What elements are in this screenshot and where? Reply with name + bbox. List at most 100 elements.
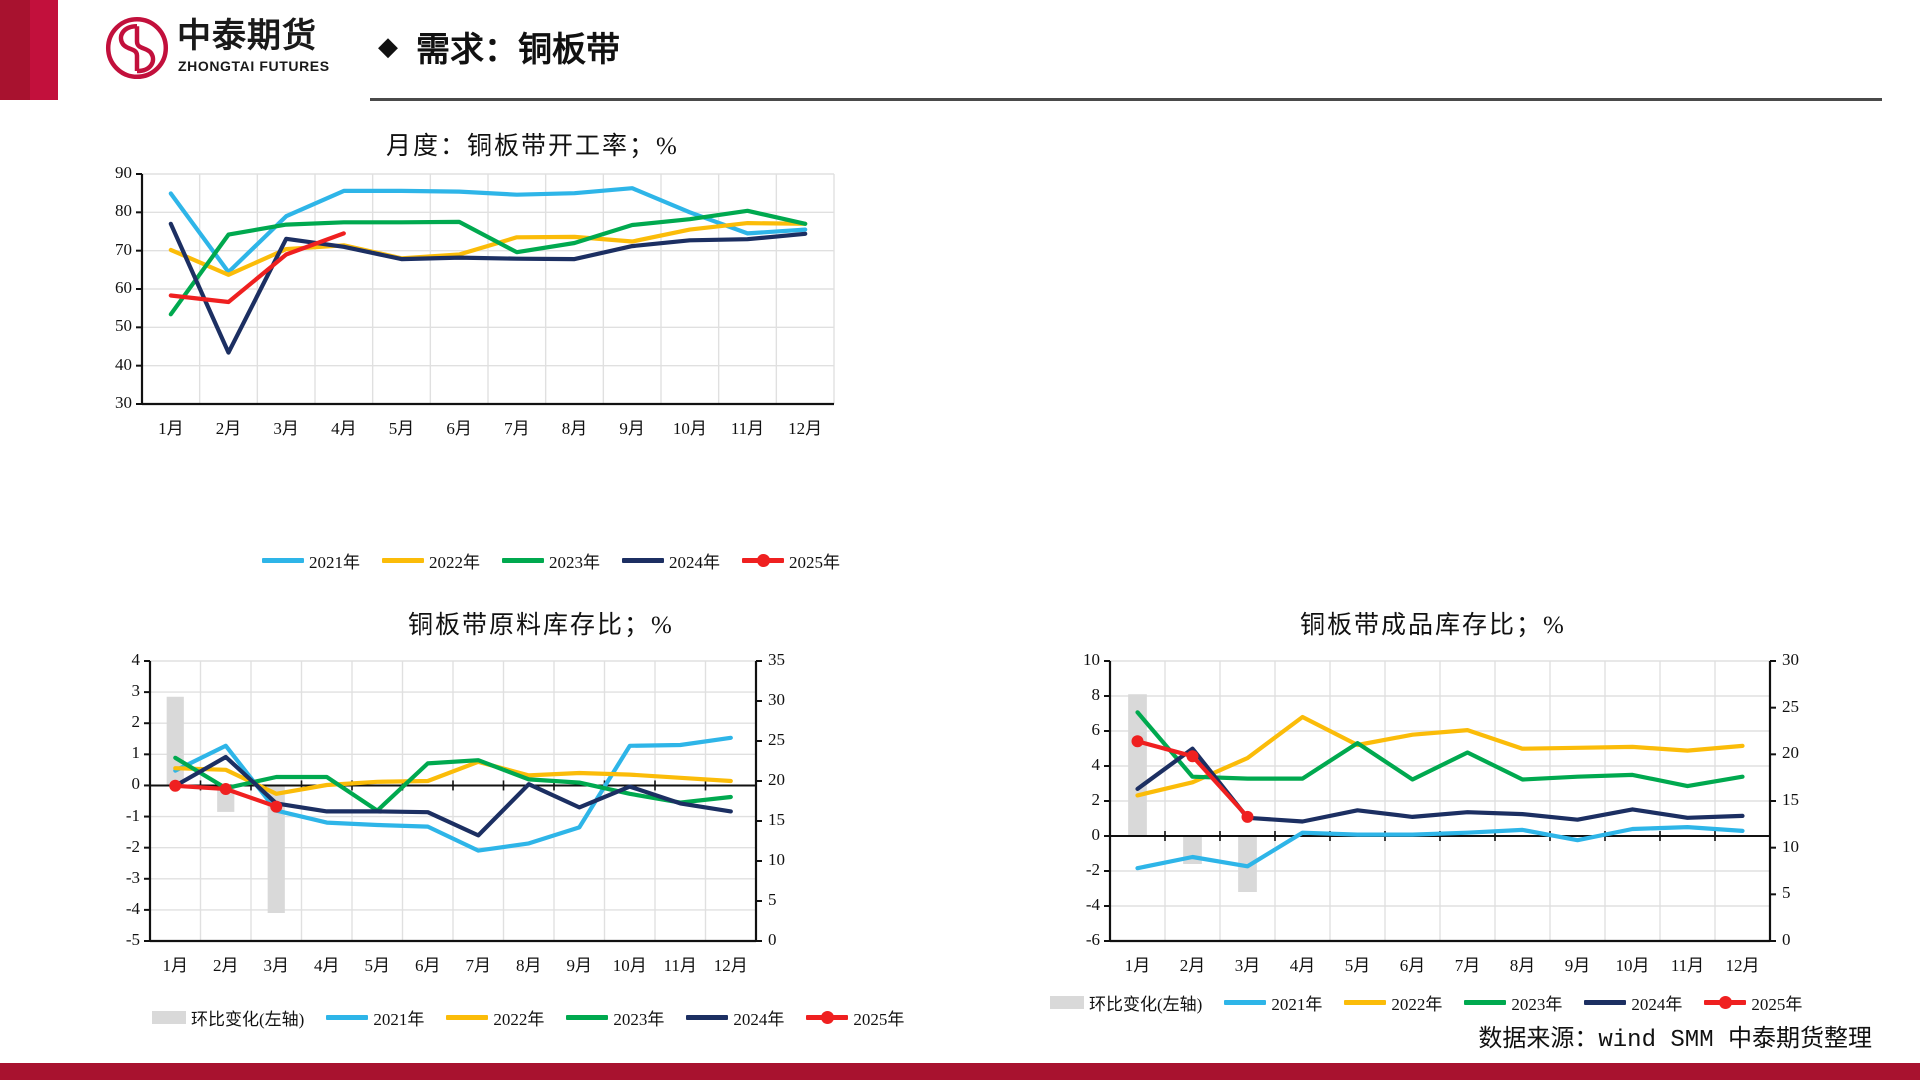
legend-finished-goods-inventory: 环比变化(左轴) 2021年 2022年 2023年 2024年 2025年	[1050, 990, 1802, 1015]
x-axis-tick-label: 1月	[1124, 956, 1151, 975]
legend-label: 环比变化(左轴)	[191, 1010, 305, 1029]
x-axis-tick-label: 12月	[788, 419, 823, 438]
y2-axis-tick-label: 5	[1782, 883, 1791, 903]
legend-item: 2024年	[686, 1005, 784, 1030]
legend-marker-dot	[821, 1011, 835, 1024]
legend-item: 2023年	[502, 548, 600, 573]
y2-axis-tick-label: 10	[1782, 836, 1799, 856]
diamond-bullet-icon: ◆	[378, 31, 398, 61]
y-axis-tick-label: -4	[125, 898, 140, 918]
x-axis-tick-label: 7月	[1454, 956, 1481, 975]
x-axis-tick-label: 8月	[1509, 956, 1536, 975]
y-axis-tick-label: 1	[131, 743, 141, 763]
x-axis-tick-label: 4月	[314, 956, 340, 975]
x-axis-tick-label: 4月	[1289, 956, 1316, 975]
legend-item: 2022年	[446, 1005, 544, 1030]
legend-item: 2021年	[326, 1005, 424, 1030]
x-axis-tick-label: 5月	[1344, 956, 1371, 975]
legend-item: 2021年	[1224, 990, 1322, 1015]
y-axis-tick-label: -5	[125, 930, 140, 949]
legend-item: 2025年	[1704, 990, 1802, 1015]
x-axis-tick-label: 10月	[672, 419, 707, 438]
y2-axis-tick-label: 30	[1782, 650, 1799, 669]
x-axis-tick-label: 9月	[1564, 956, 1591, 975]
legend-label: 2022年	[1391, 995, 1443, 1014]
x-axis-tick-label: 7月	[504, 419, 530, 438]
legend-swatch	[622, 558, 664, 563]
y2-axis-tick-label: 10	[768, 850, 785, 869]
x-axis-tick-label: 9月	[619, 419, 645, 438]
y2-axis-tick-label: 20	[1782, 743, 1799, 763]
legend-swatch	[1584, 1000, 1627, 1005]
header-accent-bar-light	[30, 0, 58, 100]
x-axis-tick-label: 2月	[1179, 956, 1206, 975]
legend-label: 2024年	[1631, 995, 1683, 1014]
x-axis-tick-label: 12月	[713, 956, 748, 975]
title-underline	[370, 98, 1882, 101]
y-axis-tick-label: -1	[125, 805, 140, 825]
legend-raw-material-inventory: 环比变化(左轴) 2021年 2022年 2023年 2024年 2025年	[152, 1005, 904, 1030]
x-axis-tick-label: 6月	[1399, 956, 1426, 975]
y-axis-tick-label: 30	[115, 393, 132, 412]
y-axis-tick-label: 2	[1091, 790, 1101, 809]
x-axis-tick-label: 2月	[215, 419, 242, 438]
x-axis-tick-label: 5月	[388, 419, 415, 438]
y-axis-tick-label: 80	[115, 201, 132, 221]
x-axis-tick-label: 11月	[730, 419, 765, 438]
y2-axis-tick-label: 25	[768, 730, 785, 749]
legend-marker-dot	[757, 554, 770, 567]
zhongtai-logo-icon	[105, 16, 169, 80]
y2-axis-tick-label: 5	[768, 890, 777, 909]
y2-axis-tick-label: 35	[768, 650, 785, 669]
y-axis-tick-label: -3	[125, 867, 140, 887]
legend-swatch	[326, 1015, 369, 1020]
chart2-svg	[144, 660, 762, 943]
y-axis-tick-label: 4	[1091, 755, 1101, 774]
x-axis-tick-label: 1月	[162, 956, 189, 975]
data-source-note: 数据来源：wind SMM 中泰期货整理	[1478, 1027, 1872, 1054]
x-axis-tick-label: 8月	[516, 956, 542, 975]
chart-title-operating-rate: 月度：铜板带开工率；%	[386, 133, 679, 160]
x-axis-tick-label: 6月	[415, 956, 441, 975]
chart-operating-rate: 30 40 50 60 70 80 90 1月 2月 3月 4月 5月 6月 7月 8月 9月 10月 11月 12…	[100, 163, 840, 438]
legend-label: 2021年	[373, 1010, 425, 1029]
legend-label: 2023年	[1511, 995, 1563, 1014]
y2-axis-tick-label: 15	[1782, 790, 1799, 809]
y-axis-tick-label: -4	[1085, 895, 1100, 914]
x-axis-tick-label: 3月	[273, 419, 299, 438]
legend-label: 2024年	[669, 553, 720, 572]
legend-swatch	[152, 1011, 186, 1024]
chart3-svg	[1104, 660, 1776, 943]
legend-item: 环比变化(左轴)	[152, 1005, 304, 1030]
y-axis-tick-label: 40	[115, 354, 132, 374]
x-axis-tick-label: 11月	[1670, 956, 1705, 975]
chart1-svg	[136, 173, 835, 406]
legend-label: 2023年	[613, 1010, 665, 1029]
y-axis-tick-label: 4	[131, 650, 141, 669]
legend-marker-dot	[1719, 996, 1733, 1009]
legend-label: 2024年	[733, 1010, 785, 1029]
y-axis-tick-label: -6	[1085, 930, 1100, 949]
y-axis-tick-label: 2	[131, 712, 141, 732]
legend-operating-rate: 2021年 2022年 2023年 2024年 2025年	[262, 548, 840, 573]
x-axis-tick-label: 8月	[561, 419, 588, 438]
y2-axis-tick-label: 20	[768, 770, 785, 789]
company-logo: 中泰期货 ZHONGTAI FUTURES	[105, 14, 335, 86]
legend-swatch	[1224, 1000, 1267, 1005]
x-axis-tick-label: 3月	[1234, 956, 1261, 975]
page-title: 需求：铜板带	[416, 30, 620, 70]
legend-swatch	[262, 558, 304, 563]
legend-item: 2023年	[1464, 990, 1562, 1015]
y-axis-tick-label: 70	[115, 239, 132, 259]
x-axis-tick-label: 1月	[158, 419, 184, 438]
legend-swatch	[502, 558, 544, 563]
y-axis-tick-label: 6	[1091, 720, 1101, 739]
x-axis-tick-label: 7月	[465, 956, 492, 975]
legend-label: 2022年	[493, 1010, 545, 1029]
legend-swatch	[446, 1015, 489, 1020]
legend-label: 环比变化(左轴)	[1089, 995, 1203, 1014]
y-axis-tick-label: 3	[131, 681, 141, 701]
legend-item: 2024年	[622, 548, 720, 573]
legend-item: 环比变化(左轴)	[1050, 990, 1202, 1015]
